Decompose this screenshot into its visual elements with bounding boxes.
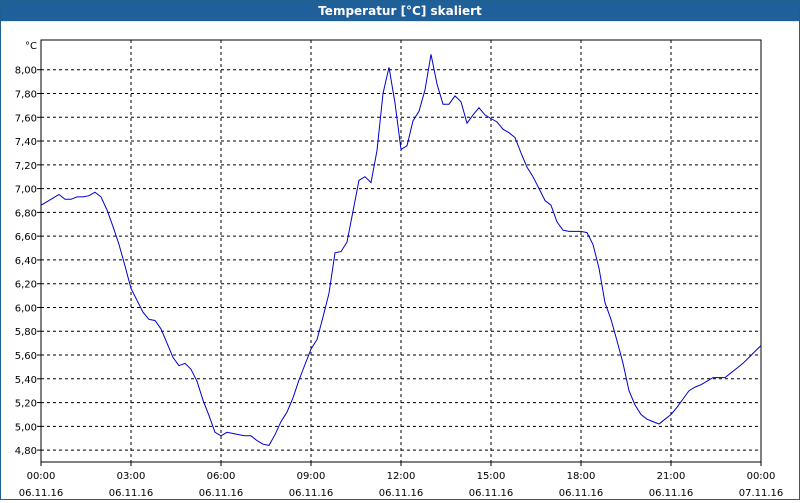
y-tick-label: 7,00 [15,185,37,196]
x-tick-date-label: 06.11.16 [559,488,604,499]
y-tick-label: 7,60 [15,113,37,124]
y-tick-label: 4,80 [15,446,37,457]
grid-layer [37,40,762,466]
temperature-chart: °C 4,80 5,00 5,20 5,40 5,60 5,80 6,00 6,20 6,40 6… [15,39,784,499]
y-tick-label: 7,40 [15,137,37,148]
x-tick-time-label: 12:00 [387,471,416,482]
x-tick-time-label: 00:00 [747,471,776,482]
x-tick-time-label: 06:00 [207,471,236,482]
y-tick-label: 6,80 [15,208,37,219]
temperature-series-line [40,54,762,446]
plot-border [40,39,762,463]
x-tick-date-label: 07.11.16 [739,488,784,499]
x-tick-date-label: 06.11.16 [379,488,424,499]
y-tick-label: 6,20 [15,280,37,291]
x-tick-labels: 00:00 06.11.16 03:00 06.11.16 06:00 06.11.16 0… [19,471,784,499]
x-tick-time-label: 03:00 [117,471,146,482]
y-tick-label: 5,20 [15,399,37,410]
chart-area: °C 4,80 5,00 5,20 5,40 5,60 5,80 6,00 6,20 6,40 6… [1,22,799,499]
chart-title: Temperatur [°C] skaliert [1,1,799,21]
y-axis-unit-label: °C [25,41,37,52]
x-tick-date-label: 06.11.16 [109,488,154,499]
x-tick-time-label: 00:00 [27,471,56,482]
x-tick-time-label: 09:00 [297,471,326,482]
y-tick-label: 5,40 [15,375,37,386]
y-tick-label: 5,80 [15,327,37,338]
x-tick-date-label: 06.11.16 [199,488,244,499]
y-tick-label: 6,40 [15,256,37,267]
x-tick-time-label: 21:00 [657,471,686,482]
x-tick-date-label: 06.11.16 [19,488,64,499]
y-tick-label: 8,00 [15,66,37,77]
y-tick-label: 6,60 [15,232,37,243]
x-tick-date-label: 06.11.16 [289,488,334,499]
y-tick-label: 7,20 [15,161,37,172]
y-tick-label: 7,80 [15,89,37,100]
y-tick-label: 5,00 [15,422,37,433]
y-tick-label: 5,60 [15,351,37,362]
y-tick-labels: 4,80 5,00 5,20 5,40 5,60 5,80 6,00 6,20 6,40 6,60… [15,66,37,457]
y-tick-label: 6,00 [15,303,37,314]
x-tick-date-label: 06.11.16 [469,488,514,499]
x-tick-date-label: 06.11.16 [649,488,694,499]
x-tick-time-label: 18:00 [567,471,596,482]
x-tick-time-label: 15:00 [477,471,506,482]
